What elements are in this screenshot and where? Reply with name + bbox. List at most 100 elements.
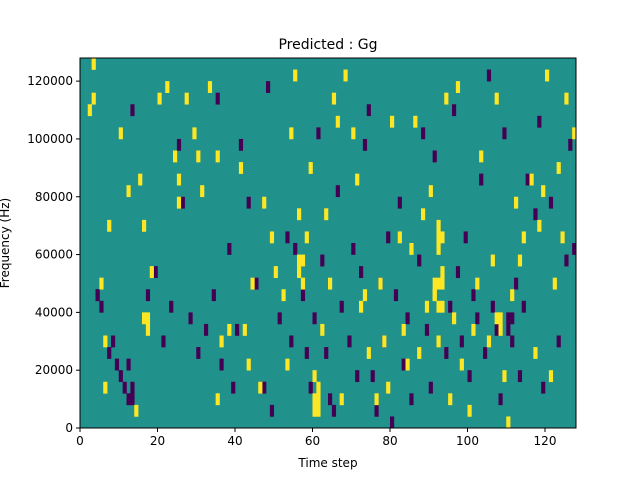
heatmap-cell-high <box>312 393 317 406</box>
heatmap-cell-high <box>486 335 492 348</box>
heatmap-cell-low <box>215 92 220 105</box>
heatmap-cell-low <box>459 335 464 348</box>
x-axis-label: Time step <box>297 456 357 470</box>
heatmap-cell-high <box>552 277 557 290</box>
heatmap-cell-high <box>91 58 96 70</box>
heatmap-cell-high <box>359 300 364 313</box>
heatmap-cell-high <box>529 173 534 186</box>
heatmap-cell-high <box>238 162 244 174</box>
heatmap-cell-low <box>169 300 174 313</box>
heatmap-cell-low <box>471 289 476 302</box>
heatmap-cell-low <box>355 370 360 383</box>
heatmap-cell-high <box>343 69 348 82</box>
heatmap-cell-high <box>537 219 542 232</box>
heatmap-cell-high <box>564 92 569 105</box>
heatmap-cell-high <box>285 358 290 371</box>
heatmap-cells <box>87 58 577 429</box>
heatmap-cell-low <box>366 104 371 117</box>
heatmap-cell-low <box>463 231 468 244</box>
y-tick-label: 100000 <box>27 132 73 146</box>
heatmap-cell-high <box>134 404 139 417</box>
heatmap-cell-high <box>397 231 402 244</box>
heatmap-cell-high <box>390 115 395 128</box>
heatmap-cell-high <box>246 358 251 371</box>
heatmap-cell-high <box>215 150 220 163</box>
heatmap-cell-high <box>126 185 131 198</box>
heatmap-cell-high <box>87 104 92 117</box>
heatmap-cell-high <box>362 289 368 302</box>
heatmap-cell-low <box>300 289 306 302</box>
heatmap-cell-high <box>436 243 441 255</box>
heatmap-cell-high <box>200 185 205 198</box>
heatmap-cell-high <box>308 162 313 174</box>
heatmap-cell-high <box>207 81 213 93</box>
heatmap-cell-low <box>444 347 449 359</box>
heatmap-cell-high <box>273 266 278 278</box>
heatmap-cell-high <box>467 404 472 417</box>
heatmap-cell-high <box>448 393 453 406</box>
heatmap-cell-low <box>111 335 116 348</box>
heatmap-cell-low <box>331 404 337 417</box>
y-tick-label: 0 <box>65 421 73 435</box>
heatmap-cell-low <box>467 370 472 383</box>
heatmap-cell-low <box>486 69 492 82</box>
heatmap-cell-low <box>417 254 422 267</box>
heatmap-cell-high <box>269 231 275 244</box>
heatmap-cell-low <box>277 312 282 325</box>
heatmap-cell-high <box>91 92 96 105</box>
heatmap-cell-high <box>498 312 503 325</box>
x-tick-label: 80 <box>382 434 397 448</box>
heatmap-cell-low <box>432 150 437 163</box>
heatmap-cell-low <box>176 138 182 151</box>
heatmap-cell-low <box>161 335 166 348</box>
heatmap-cell-low <box>475 312 480 325</box>
heatmap-cell-low <box>122 381 127 394</box>
heatmap-cell-low <box>235 323 240 336</box>
heatmap-cell-low <box>320 254 325 267</box>
heatmap-cell-high <box>494 92 499 105</box>
heatmap-cell-high <box>436 219 441 232</box>
heatmap-cell-high <box>382 335 387 348</box>
heatmap-cell-high <box>176 173 182 186</box>
chart-title: Predicted : Gg <box>278 37 377 53</box>
heatmap-cell-high <box>138 173 143 186</box>
heatmap-cell-high <box>304 231 309 244</box>
y-tick-label: 80000 <box>35 190 73 204</box>
heatmap-cell-low <box>304 347 309 359</box>
heatmap-cell-high <box>479 150 484 163</box>
heatmap-cell-high <box>521 231 526 244</box>
heatmap-cell-low <box>145 289 151 302</box>
heatmap-cell-low <box>196 347 201 359</box>
heatmap-cell-high <box>440 266 445 278</box>
heatmap-cell-high <box>545 69 550 82</box>
heatmap-cell-low <box>525 173 530 186</box>
heatmap-cell-low <box>502 127 507 140</box>
heatmap-cell-low <box>204 323 209 336</box>
heatmap-cell-low <box>401 358 406 371</box>
heatmap-cell-high <box>289 127 294 140</box>
heatmap-cell-low <box>308 381 313 394</box>
plot-frame <box>79 57 577 429</box>
heatmap-cell-high <box>428 185 433 198</box>
x-tick-label: 0 <box>76 434 84 448</box>
heatmap-cell-low <box>490 300 495 313</box>
heatmap-cell-high <box>436 335 441 348</box>
heatmap-cell-high <box>142 312 147 325</box>
heatmap-cell-low <box>362 138 368 151</box>
heatmap-cell-high <box>355 173 360 186</box>
heatmap-cell-high <box>560 231 565 244</box>
heatmap-cell-high <box>436 277 441 290</box>
heatmap-cell-low <box>521 300 526 313</box>
heatmap-cell-high <box>517 254 523 267</box>
heatmap-cell-high <box>99 277 104 290</box>
heatmap-cell-high <box>436 231 441 244</box>
x-tick-label: 60 <box>305 434 320 448</box>
heatmap-cell-low <box>421 127 426 140</box>
heatmap-cell-low <box>533 208 538 221</box>
heatmap-cell-low <box>517 370 523 383</box>
heatmap-cell-high <box>149 266 154 278</box>
heatmap-cell-high <box>374 393 379 406</box>
heatmap-cell-low <box>339 300 344 313</box>
heatmap-cell-low <box>347 335 352 348</box>
heatmap-cell-high <box>417 347 422 359</box>
